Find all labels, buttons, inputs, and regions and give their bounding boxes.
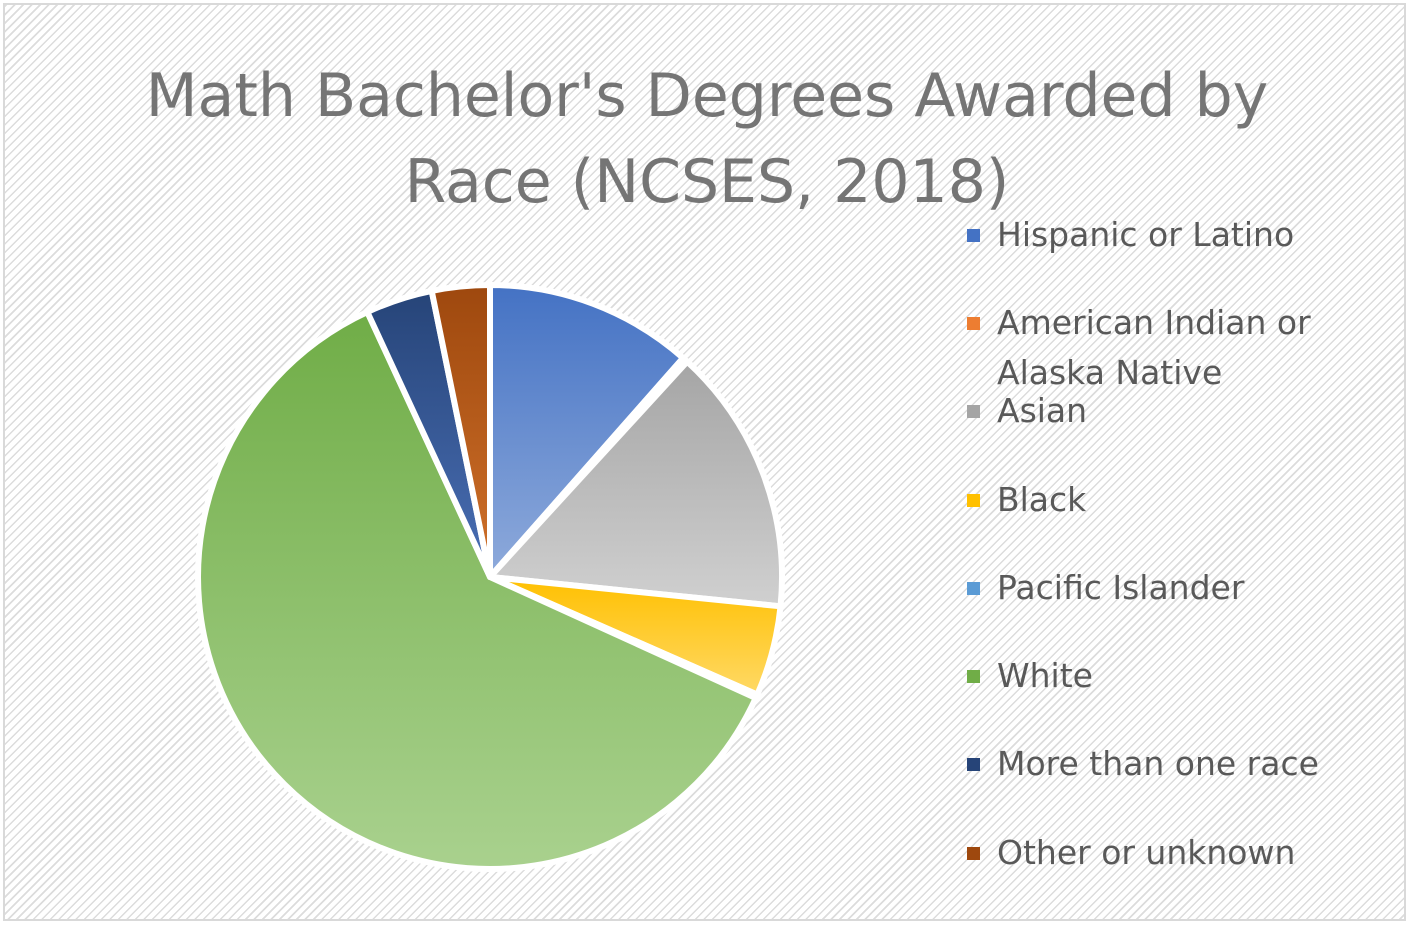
legend-label: Asian: [997, 391, 1088, 430]
legend-item-asian: Asian: [967, 386, 1387, 436]
legend-label: White: [997, 656, 1093, 695]
legend-swatch: [967, 405, 980, 418]
legend-item-american-indian-or-alaska-native: American Indian or Alaska Native: [967, 298, 1387, 398]
pie-slice-asian: [487, 358, 785, 610]
chart-title: Math Bachelor's Degrees Awarded by Race …: [145, 61, 1269, 217]
legend-swatch: [967, 758, 980, 771]
pie-slice-white: [195, 309, 759, 872]
legend-item-more-than-one-race: More than one race: [967, 739, 1387, 789]
legend-label: Pacific Islander: [997, 568, 1245, 607]
pie-chart: [195, 282, 785, 872]
legend-label: Other or unknown: [997, 833, 1296, 872]
legend-swatch: [967, 494, 980, 507]
legend-label: More than one race: [997, 744, 1319, 783]
legend-item-black: Black: [967, 475, 1387, 525]
legend-item-other-or-unknown: Other or unknown: [967, 828, 1387, 878]
legend-swatch: [967, 317, 980, 330]
legend-item-white: White: [967, 651, 1387, 701]
legend-swatch: [967, 582, 980, 595]
legend-item-hispanic-or-latino: Hispanic or Latino: [967, 210, 1387, 260]
chart-area: Math Bachelor's Degrees Awarded by Race …: [3, 3, 1406, 921]
legend-label: Black: [997, 480, 1087, 519]
legend-swatch: [967, 229, 980, 242]
legend-swatch: [967, 847, 980, 860]
legend-label: Hispanic or Latino: [997, 215, 1295, 254]
pie-slice-other-or-unknown: [428, 282, 493, 580]
legend-label: American Indian or Alaska Native: [997, 303, 1311, 392]
legend-item-pacific-islander: Pacific Islander: [967, 563, 1387, 613]
pie-slice-hispanic-or-latino: [487, 282, 687, 580]
legend-swatch: [967, 670, 980, 683]
